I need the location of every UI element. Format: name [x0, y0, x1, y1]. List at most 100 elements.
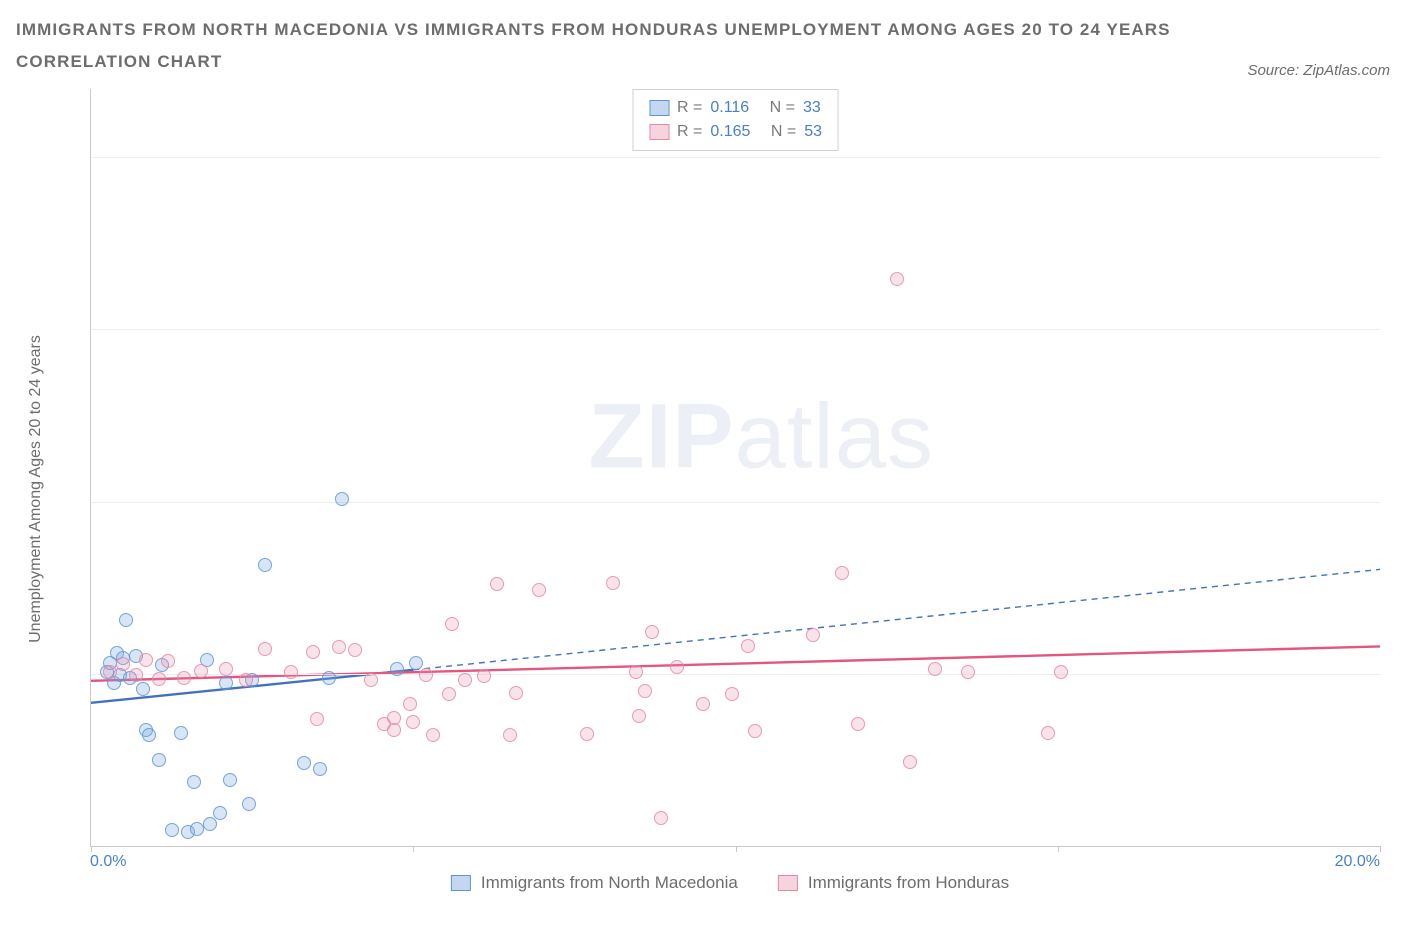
- scatter-point-honduras: [177, 671, 191, 685]
- swatch-blue-icon: [451, 875, 471, 891]
- scatter-point-honduras: [406, 715, 420, 729]
- scatter-point-macedonia: [174, 726, 188, 740]
- scatter-point-honduras: [348, 643, 362, 657]
- scatter-point-macedonia: [258, 558, 272, 572]
- header-row: IMMIGRANTS FROM NORTH MACEDONIA VS IMMIG…: [16, 14, 1390, 79]
- gridline: [91, 502, 1380, 503]
- scatter-point-macedonia: [213, 806, 227, 820]
- scatter-point-honduras: [284, 665, 298, 679]
- scatter-point-honduras: [1054, 665, 1068, 679]
- scatter-point-honduras: [458, 673, 472, 687]
- n-value-honduras: 53: [804, 120, 822, 144]
- scatter-point-macedonia: [322, 671, 336, 685]
- scatter-point-honduras: [835, 566, 849, 580]
- y-tick-label: 37.5%: [1390, 320, 1406, 338]
- scatter-point-honduras: [310, 712, 324, 726]
- scatter-point-honduras: [332, 640, 346, 654]
- scatter-point-honduras: [116, 657, 130, 671]
- stats-legend: R = 0.116 N = 33 R = 0.165 N = 53: [632, 89, 839, 151]
- scatter-point-honduras: [890, 272, 904, 286]
- scatter-point-honduras: [851, 717, 865, 731]
- scatter-point-macedonia: [313, 762, 327, 776]
- x-tick: [413, 846, 414, 852]
- scatter-point-macedonia: [409, 656, 423, 670]
- scatter-point-honduras: [445, 617, 459, 631]
- scatter-point-macedonia: [219, 676, 233, 690]
- trend-line: [413, 569, 1380, 669]
- scatter-point-macedonia: [152, 753, 166, 767]
- scatter-point-honduras: [629, 665, 643, 679]
- swatch-pink-icon: [778, 875, 798, 891]
- scatter-point-honduras: [194, 664, 208, 678]
- scatter-point-honduras: [725, 687, 739, 701]
- scatter-point-honduras: [219, 662, 233, 676]
- scatter-point-honduras: [364, 673, 378, 687]
- r-value-macedonia: 0.116: [710, 96, 749, 120]
- series-legend: Immigrants from North Macedonia Immigran…: [451, 873, 1009, 893]
- scatter-point-macedonia: [142, 728, 156, 742]
- scatter-point-honduras: [490, 577, 504, 591]
- scatter-point-macedonia: [390, 662, 404, 676]
- scatter-point-macedonia: [190, 822, 204, 836]
- scatter-point-honduras: [509, 686, 523, 700]
- scatter-point-macedonia: [223, 773, 237, 787]
- scatter-point-honduras: [748, 724, 762, 738]
- scatter-point-honduras: [161, 654, 175, 668]
- scatter-point-honduras: [903, 755, 917, 769]
- scatter-point-honduras: [928, 662, 942, 676]
- r-label: R =: [677, 96, 702, 120]
- y-tick-label: 50.0%: [1390, 148, 1406, 166]
- title-line-2: CORRELATION CHART: [16, 52, 222, 71]
- scatter-point-honduras: [129, 668, 143, 682]
- scatter-point-honduras: [696, 697, 710, 711]
- n-label: N =: [771, 120, 796, 144]
- scatter-point-honduras: [606, 576, 620, 590]
- scatter-point-honduras: [239, 673, 253, 687]
- legend-item-honduras: Immigrants from Honduras: [778, 873, 1009, 893]
- scatter-point-honduras: [258, 642, 272, 656]
- x-tick: [1058, 846, 1059, 852]
- title-line-1: IMMIGRANTS FROM NORTH MACEDONIA VS IMMIG…: [16, 20, 1171, 39]
- gridline: [91, 329, 1380, 330]
- x-axis-min-label: 0.0%: [90, 853, 126, 871]
- chart-container: Unemployment Among Ages 20 to 24 years Z…: [60, 89, 1400, 889]
- scatter-point-honduras: [419, 668, 433, 682]
- scatter-point-honduras: [806, 628, 820, 642]
- scatter-point-honduras: [741, 639, 755, 653]
- scatter-point-honduras: [139, 653, 153, 667]
- scatter-point-honduras: [306, 645, 320, 659]
- stats-row-honduras: R = 0.165 N = 53: [649, 120, 822, 144]
- y-axis-label: Unemployment Among Ages 20 to 24 years: [27, 335, 45, 643]
- x-tick: [1380, 846, 1381, 852]
- scatter-point-honduras: [387, 723, 401, 737]
- scatter-point-honduras: [387, 711, 401, 725]
- source-label: Source: ZipAtlas.com: [1247, 62, 1390, 79]
- x-tick: [736, 846, 737, 852]
- n-value-macedonia: 33: [803, 96, 821, 120]
- scatter-point-macedonia: [187, 775, 201, 789]
- scatter-point-honduras: [477, 669, 491, 683]
- r-label: R =: [677, 120, 702, 144]
- scatter-point-honduras: [961, 665, 975, 679]
- scatter-point-macedonia: [203, 817, 217, 831]
- stats-row-macedonia: R = 0.116 N = 33: [649, 96, 822, 120]
- chart-title: IMMIGRANTS FROM NORTH MACEDONIA VS IMMIG…: [16, 14, 1171, 79]
- scatter-point-honduras: [654, 811, 668, 825]
- scatter-point-honduras: [645, 625, 659, 639]
- scatter-point-honduras: [442, 687, 456, 701]
- scatter-point-macedonia: [165, 823, 179, 837]
- scatter-point-honduras: [1041, 726, 1055, 740]
- scatter-point-honduras: [503, 728, 517, 742]
- r-value-honduras: 0.165: [710, 120, 750, 144]
- scatter-point-macedonia: [136, 682, 150, 696]
- scatter-point-honduras: [426, 728, 440, 742]
- x-axis-max-label: 20.0%: [1335, 853, 1380, 871]
- y-tick-label: 25.0%: [1390, 493, 1406, 511]
- legend-item-macedonia: Immigrants from North Macedonia: [451, 873, 738, 893]
- scatter-point-honduras: [632, 709, 646, 723]
- n-label: N =: [770, 96, 795, 120]
- scatter-point-honduras: [403, 697, 417, 711]
- scatter-point-honduras: [580, 727, 594, 741]
- scatter-point-macedonia: [242, 797, 256, 811]
- scatter-point-honduras: [670, 660, 684, 674]
